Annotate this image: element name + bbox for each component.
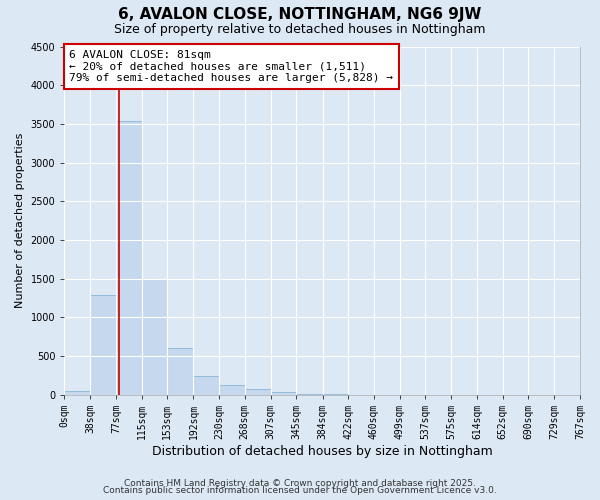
Y-axis label: Number of detached properties: Number of detached properties [15, 133, 25, 308]
Bar [219, 386, 245, 394]
Bar [142, 278, 167, 394]
Text: 6, AVALON CLOSE, NOTTINGHAM, NG6 9JW: 6, AVALON CLOSE, NOTTINGHAM, NG6 9JW [118, 8, 482, 22]
Bar [271, 392, 296, 394]
Text: Contains public sector information licensed under the Open Government Licence v3: Contains public sector information licen… [103, 486, 497, 495]
Text: Size of property relative to detached houses in Nottingham: Size of property relative to detached ho… [114, 22, 486, 36]
Bar [193, 376, 219, 394]
Bar [167, 348, 193, 395]
X-axis label: Distribution of detached houses by size in Nottingham: Distribution of detached houses by size … [152, 444, 493, 458]
Bar [245, 390, 271, 394]
Bar [64, 391, 90, 394]
Bar [116, 121, 142, 394]
Text: Contains HM Land Registry data © Crown copyright and database right 2025.: Contains HM Land Registry data © Crown c… [124, 478, 476, 488]
Text: 6 AVALON CLOSE: 81sqm
← 20% of detached houses are smaller (1,511)
79% of semi-d: 6 AVALON CLOSE: 81sqm ← 20% of detached … [70, 50, 394, 83]
Bar [90, 295, 116, 394]
